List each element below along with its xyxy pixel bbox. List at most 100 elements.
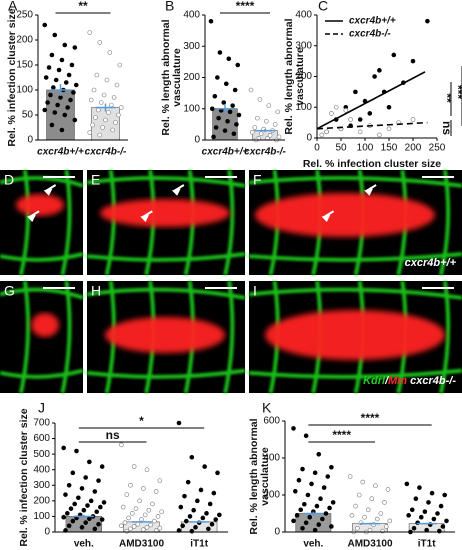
data-point xyxy=(367,111,373,116)
data-point xyxy=(59,127,65,133)
y-axis-label: Rel. % length abnormal xyxy=(160,19,172,135)
data-point xyxy=(276,134,282,140)
data-point xyxy=(45,100,50,105)
y-tick-label: 0 xyxy=(274,527,280,538)
data-point xyxy=(184,518,189,524)
x-tick-label: 50 xyxy=(335,143,347,154)
data-point xyxy=(103,117,108,123)
bacteria-cluster xyxy=(255,193,435,237)
data-point xyxy=(232,87,238,93)
y-axis-label: vasculature xyxy=(294,47,306,106)
data-point xyxy=(51,85,56,90)
data-point xyxy=(83,520,88,525)
data-point xyxy=(204,511,209,516)
x-tick-label: AMD3100 xyxy=(119,539,164,550)
data-point xyxy=(72,117,78,123)
data-point xyxy=(144,467,150,473)
data-point xyxy=(343,108,349,113)
y-tick-label: 100 xyxy=(33,511,50,522)
data-point xyxy=(349,513,355,518)
bacteria-cluster xyxy=(31,313,59,337)
data-point xyxy=(312,470,318,476)
data-point xyxy=(118,105,124,110)
data-point xyxy=(409,507,415,513)
data-point xyxy=(372,74,377,79)
data-point xyxy=(120,504,126,510)
data-point xyxy=(440,524,446,529)
data-point xyxy=(71,90,76,95)
panel-letter: H xyxy=(91,283,101,299)
data-point xyxy=(221,100,227,105)
data-point xyxy=(263,118,269,124)
data-point xyxy=(108,102,114,108)
significance-label: **** xyxy=(361,411,380,425)
data-point xyxy=(133,506,139,511)
data-point xyxy=(135,521,141,527)
data-point xyxy=(93,115,98,120)
data-point xyxy=(211,134,216,140)
data-point xyxy=(193,525,198,530)
data-point xyxy=(413,496,419,502)
data-point xyxy=(73,82,79,88)
data-point xyxy=(61,514,66,520)
arrow xyxy=(27,210,40,222)
data-point xyxy=(146,507,152,513)
data-point xyxy=(357,129,363,135)
vessel xyxy=(0,368,84,379)
data-point xyxy=(141,527,146,532)
data-point xyxy=(142,512,148,518)
data-point xyxy=(66,482,72,488)
vessels xyxy=(0,280,84,394)
data-point xyxy=(296,477,302,483)
data-point xyxy=(141,486,146,491)
vessel xyxy=(0,287,84,300)
data-point xyxy=(159,509,164,515)
data-point xyxy=(117,62,123,68)
data-point xyxy=(87,30,93,35)
data-point xyxy=(62,42,68,48)
data-point xyxy=(213,517,218,522)
data-point xyxy=(300,525,305,531)
vessel xyxy=(60,280,72,394)
x-tick-label: iT1t xyxy=(418,539,436,550)
data-point xyxy=(97,40,103,45)
x-tick-label: 0 xyxy=(314,143,320,154)
data-point xyxy=(215,75,220,80)
data-point xyxy=(217,512,222,518)
data-point xyxy=(373,483,378,489)
data-point xyxy=(418,514,424,520)
x-tick-label: cxcr4b-/- xyxy=(244,147,286,158)
data-point xyxy=(99,464,105,469)
data-point xyxy=(187,514,193,519)
y-axis-label: Rel. % infection cluster size xyxy=(18,408,30,546)
data-point xyxy=(81,507,87,513)
data-point xyxy=(234,122,239,127)
data-point xyxy=(272,122,278,127)
data-point xyxy=(329,524,334,529)
data-point xyxy=(79,525,85,530)
significance-label: ns xyxy=(106,428,120,442)
y-tick-label: 300 xyxy=(183,41,200,52)
data-point xyxy=(318,496,323,502)
data-point xyxy=(178,504,184,510)
arrow xyxy=(43,184,57,196)
data-point xyxy=(215,470,220,476)
y-tick-label: 400 xyxy=(183,10,200,21)
vessels xyxy=(248,280,462,394)
data-point xyxy=(377,132,382,138)
data-point xyxy=(267,133,273,138)
data-point xyxy=(119,523,124,529)
data-point xyxy=(42,22,48,28)
data-point xyxy=(330,500,336,505)
data-point xyxy=(222,128,228,133)
significance-label: **** xyxy=(236,0,255,13)
y-tick-label: 200 xyxy=(183,72,200,83)
data-point xyxy=(124,492,130,497)
y-axis-label: vasculature xyxy=(171,48,183,107)
data-point xyxy=(258,131,264,137)
data-point xyxy=(321,485,327,490)
y-tick-label: 600 xyxy=(33,433,50,444)
x-tick-label: 200 xyxy=(405,143,422,154)
data-point xyxy=(255,115,260,121)
